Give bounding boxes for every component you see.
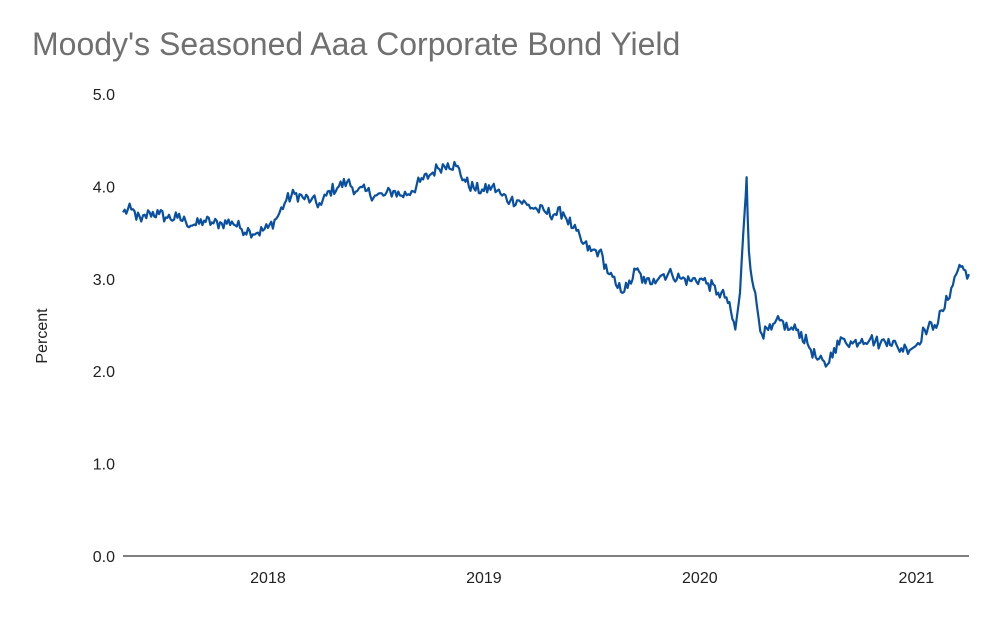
y-tick-label: 4.0 (93, 179, 115, 196)
y-axis-label: Percent (34, 308, 51, 364)
x-tick-label: 2021 (899, 570, 935, 587)
y-tick-label: 5.0 (93, 87, 115, 104)
x-tick-label: 2019 (466, 570, 502, 587)
y-axis-ticks: 0.0 1.0 2.0 3.0 4.0 5.0 (93, 87, 115, 566)
x-axis-ticks: 2018 2019 2020 2021 (250, 570, 934, 587)
y-tick-label: 3.0 (93, 272, 115, 289)
series-group (122, 160, 971, 368)
y-tick-label: 1.0 (93, 457, 115, 474)
x-tick-label: 2018 (250, 570, 286, 587)
x-tick-label: 2020 (682, 570, 718, 587)
y-tick-label: 0.0 (93, 549, 115, 566)
chart-title: Moody's Seasoned Aaa Corporate Bond Yiel… (32, 26, 681, 62)
series-line (122, 160, 971, 368)
y-tick-label: 2.0 (93, 364, 115, 381)
